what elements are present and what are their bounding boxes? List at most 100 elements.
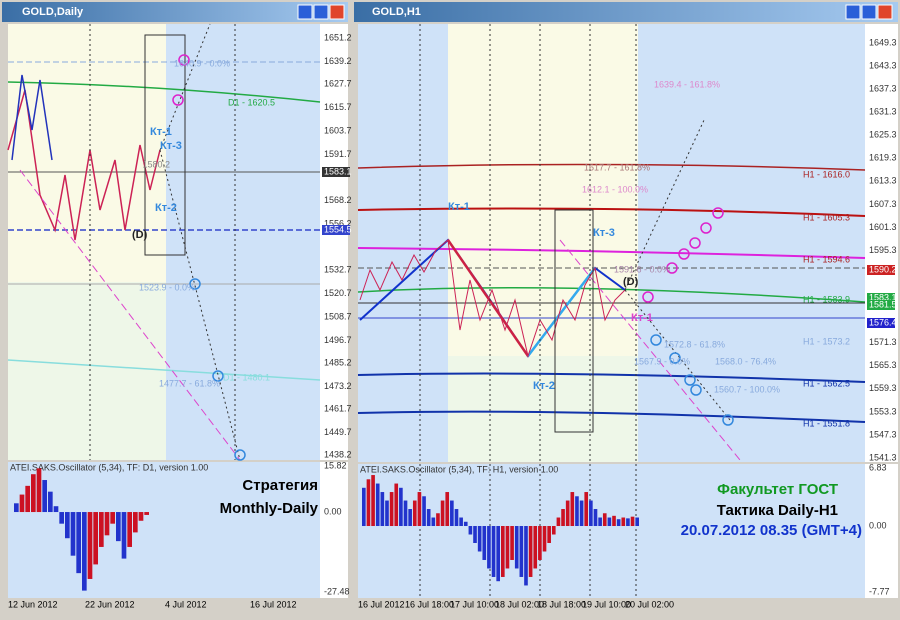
marker — [172, 94, 184, 106]
level-label: 1477.7 - 61.8% — [159, 378, 220, 388]
osc-bar — [133, 512, 138, 533]
level-label: 1640.9 - 0.0% — [174, 58, 230, 68]
annotation: (D) — [132, 229, 148, 241]
window-title: GOLD,H1 — [372, 6, 421, 18]
caption: Стратегия — [242, 477, 318, 494]
osc-title: ATEI.SAKS.Oscillator (5,34), TF: H1, ver… — [360, 464, 558, 474]
osc-title: ATEI.SAKS.Oscillator (5,34), TF: D1, ver… — [10, 462, 208, 472]
min-button[interactable] — [297, 4, 313, 20]
close-button[interactable] — [329, 4, 345, 20]
osc-bar — [25, 485, 30, 513]
osc-bar — [528, 526, 533, 577]
osc-bar — [144, 512, 149, 515]
price-marker-label: 1554.5 — [324, 224, 352, 234]
level-label: D1 - 1620.5 — [228, 97, 275, 107]
price-label: 1627.7 — [324, 78, 352, 88]
osc-bar — [403, 500, 408, 527]
time-label: 22 Jun 2012 — [85, 599, 135, 609]
level-label: 1572.8 - 61.8% — [664, 339, 725, 349]
max-button[interactable] — [861, 4, 877, 20]
price-label: 1619.3 — [869, 153, 897, 163]
price-line — [11, 74, 53, 161]
level-label: 1567.9 - 0.0% — [634, 356, 690, 366]
price-marker — [322, 167, 350, 177]
osc-bar — [630, 516, 635, 527]
level-label: 1617.7 - 161.8% — [584, 162, 650, 172]
price-label: 1643.3 — [869, 60, 897, 70]
price-label: 1556.2 — [324, 218, 352, 228]
min-button[interactable] — [845, 4, 861, 20]
osc-bar — [375, 483, 380, 527]
zone — [448, 24, 638, 356]
price-label: 1625.3 — [869, 130, 897, 140]
osc-axis-label: 0.00 — [869, 520, 887, 530]
level-label: H1 - 1583.9 — [803, 294, 850, 304]
osc-bar — [589, 500, 593, 527]
osc-bar — [14, 503, 19, 513]
osc-bar — [482, 526, 487, 560]
time-label: 16 Jul 2012 — [358, 599, 405, 609]
caption: Тактика Daily-H1 — [717, 502, 838, 519]
osc-axis-label: 0.00 — [324, 506, 342, 516]
title-bar[interactable] — [2, 2, 348, 22]
title-bar[interactable] — [354, 2, 898, 22]
osc-bar — [380, 492, 385, 527]
level-label: D1 - 1480.1 — [223, 372, 270, 382]
level-label: 1568.0 - 76.4% — [715, 356, 776, 366]
projection — [159, 23, 241, 461]
osc-bar — [602, 513, 607, 527]
osc-bar — [138, 512, 144, 521]
price-marker — [322, 225, 350, 235]
osc-bar — [496, 526, 500, 582]
osc-bar — [445, 492, 450, 527]
osc-bar — [542, 526, 547, 552]
osc-bar — [59, 512, 64, 524]
osc-bar — [561, 509, 565, 527]
osc-bar — [31, 474, 36, 513]
price-marker-label: 1576.4 — [869, 317, 897, 327]
time-label: 18 Jul 18:00 — [537, 599, 586, 609]
osc-bar — [473, 526, 477, 543]
level-label: H1 - 1616.0 — [803, 169, 850, 179]
time-label: 18 Jul 02:00 — [495, 599, 544, 609]
level-label: 1560.7 - 100.0% — [714, 384, 780, 394]
osc-bar — [505, 526, 510, 569]
close-button[interactable] — [877, 4, 893, 20]
time-label: 17 Jul 10:00 — [450, 599, 499, 609]
osc-bar — [76, 512, 81, 574]
osc-axis-label: -7.77 — [869, 586, 890, 596]
osc-bar — [579, 500, 584, 527]
level-label: 1612.1 - 100.0% — [582, 184, 648, 194]
osc-bar — [53, 506, 59, 513]
osc-bar — [104, 512, 110, 536]
osc-bar — [440, 500, 445, 527]
osc-bar — [412, 500, 417, 527]
price-axis — [865, 24, 898, 462]
level-label: 1580.2 — [142, 159, 170, 169]
price-marker — [867, 318, 895, 328]
osc-bar — [417, 492, 422, 527]
osc-bar — [116, 512, 121, 542]
price-label: 1438.2 — [324, 449, 352, 459]
time-label: 20 Jul 02:00 — [625, 599, 674, 609]
osc-bar — [621, 517, 626, 527]
ma-line — [7, 81, 321, 103]
oscillator-area — [8, 462, 320, 598]
osc-bar — [389, 492, 394, 527]
osc-bar — [514, 526, 519, 569]
trend — [446, 239, 530, 357]
ma-line — [357, 207, 866, 217]
time-label: 16 Jul 18:00 — [405, 599, 454, 609]
caption: Monthly-Daily — [220, 500, 319, 517]
ma-line — [357, 372, 866, 383]
price-label: 1631.3 — [869, 107, 897, 117]
osc-bar — [598, 517, 602, 527]
osc-axis-label: -27.48 — [324, 586, 350, 596]
osc-bar — [468, 526, 473, 535]
osc-axis — [865, 464, 898, 598]
max-button[interactable] — [313, 4, 329, 20]
level-label: H1 - 1551.8 — [803, 418, 850, 428]
price-label: 1637.3 — [869, 83, 897, 93]
trend — [527, 267, 596, 357]
